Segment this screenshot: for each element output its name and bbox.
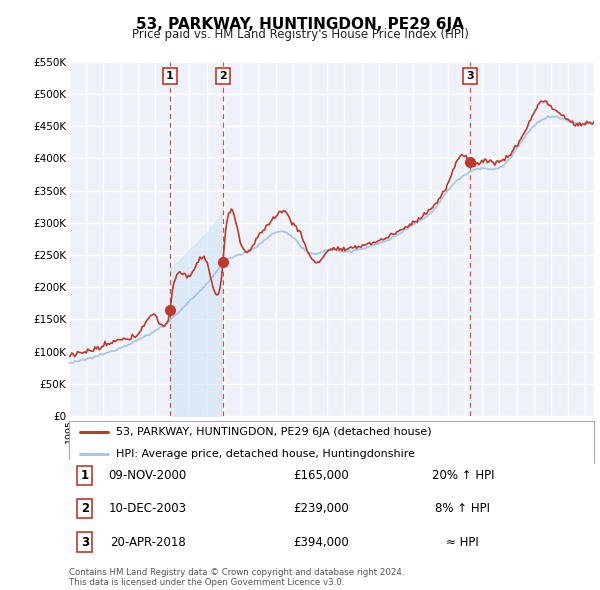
Text: Contains HM Land Registry data © Crown copyright and database right 2024.
This d: Contains HM Land Registry data © Crown c…: [69, 568, 404, 587]
Text: 1: 1: [166, 71, 174, 81]
Text: 53, PARKWAY, HUNTINGDON, PE29 6JA (detached house): 53, PARKWAY, HUNTINGDON, PE29 6JA (detac…: [116, 427, 432, 437]
Text: 3: 3: [80, 536, 89, 549]
Text: 53, PARKWAY, HUNTINGDON, PE29 6JA: 53, PARKWAY, HUNTINGDON, PE29 6JA: [136, 17, 464, 31]
Text: 20-APR-2018: 20-APR-2018: [110, 536, 185, 549]
Text: 1: 1: [80, 469, 89, 482]
Text: £165,000: £165,000: [293, 469, 349, 482]
Text: 20% ↑ HPI: 20% ↑ HPI: [431, 469, 494, 482]
Text: 2: 2: [80, 502, 89, 515]
Text: 3: 3: [466, 71, 474, 81]
Text: 2: 2: [219, 71, 227, 81]
Text: 09-NOV-2000: 09-NOV-2000: [109, 469, 187, 482]
Text: Price paid vs. HM Land Registry's House Price Index (HPI): Price paid vs. HM Land Registry's House …: [131, 28, 469, 41]
Text: 8% ↑ HPI: 8% ↑ HPI: [435, 502, 490, 515]
Text: £394,000: £394,000: [293, 536, 349, 549]
Text: HPI: Average price, detached house, Huntingdonshire: HPI: Average price, detached house, Hunt…: [116, 449, 415, 459]
Text: £239,000: £239,000: [293, 502, 349, 515]
Text: 10-DEC-2003: 10-DEC-2003: [109, 502, 187, 515]
Text: ≈ HPI: ≈ HPI: [446, 536, 479, 549]
